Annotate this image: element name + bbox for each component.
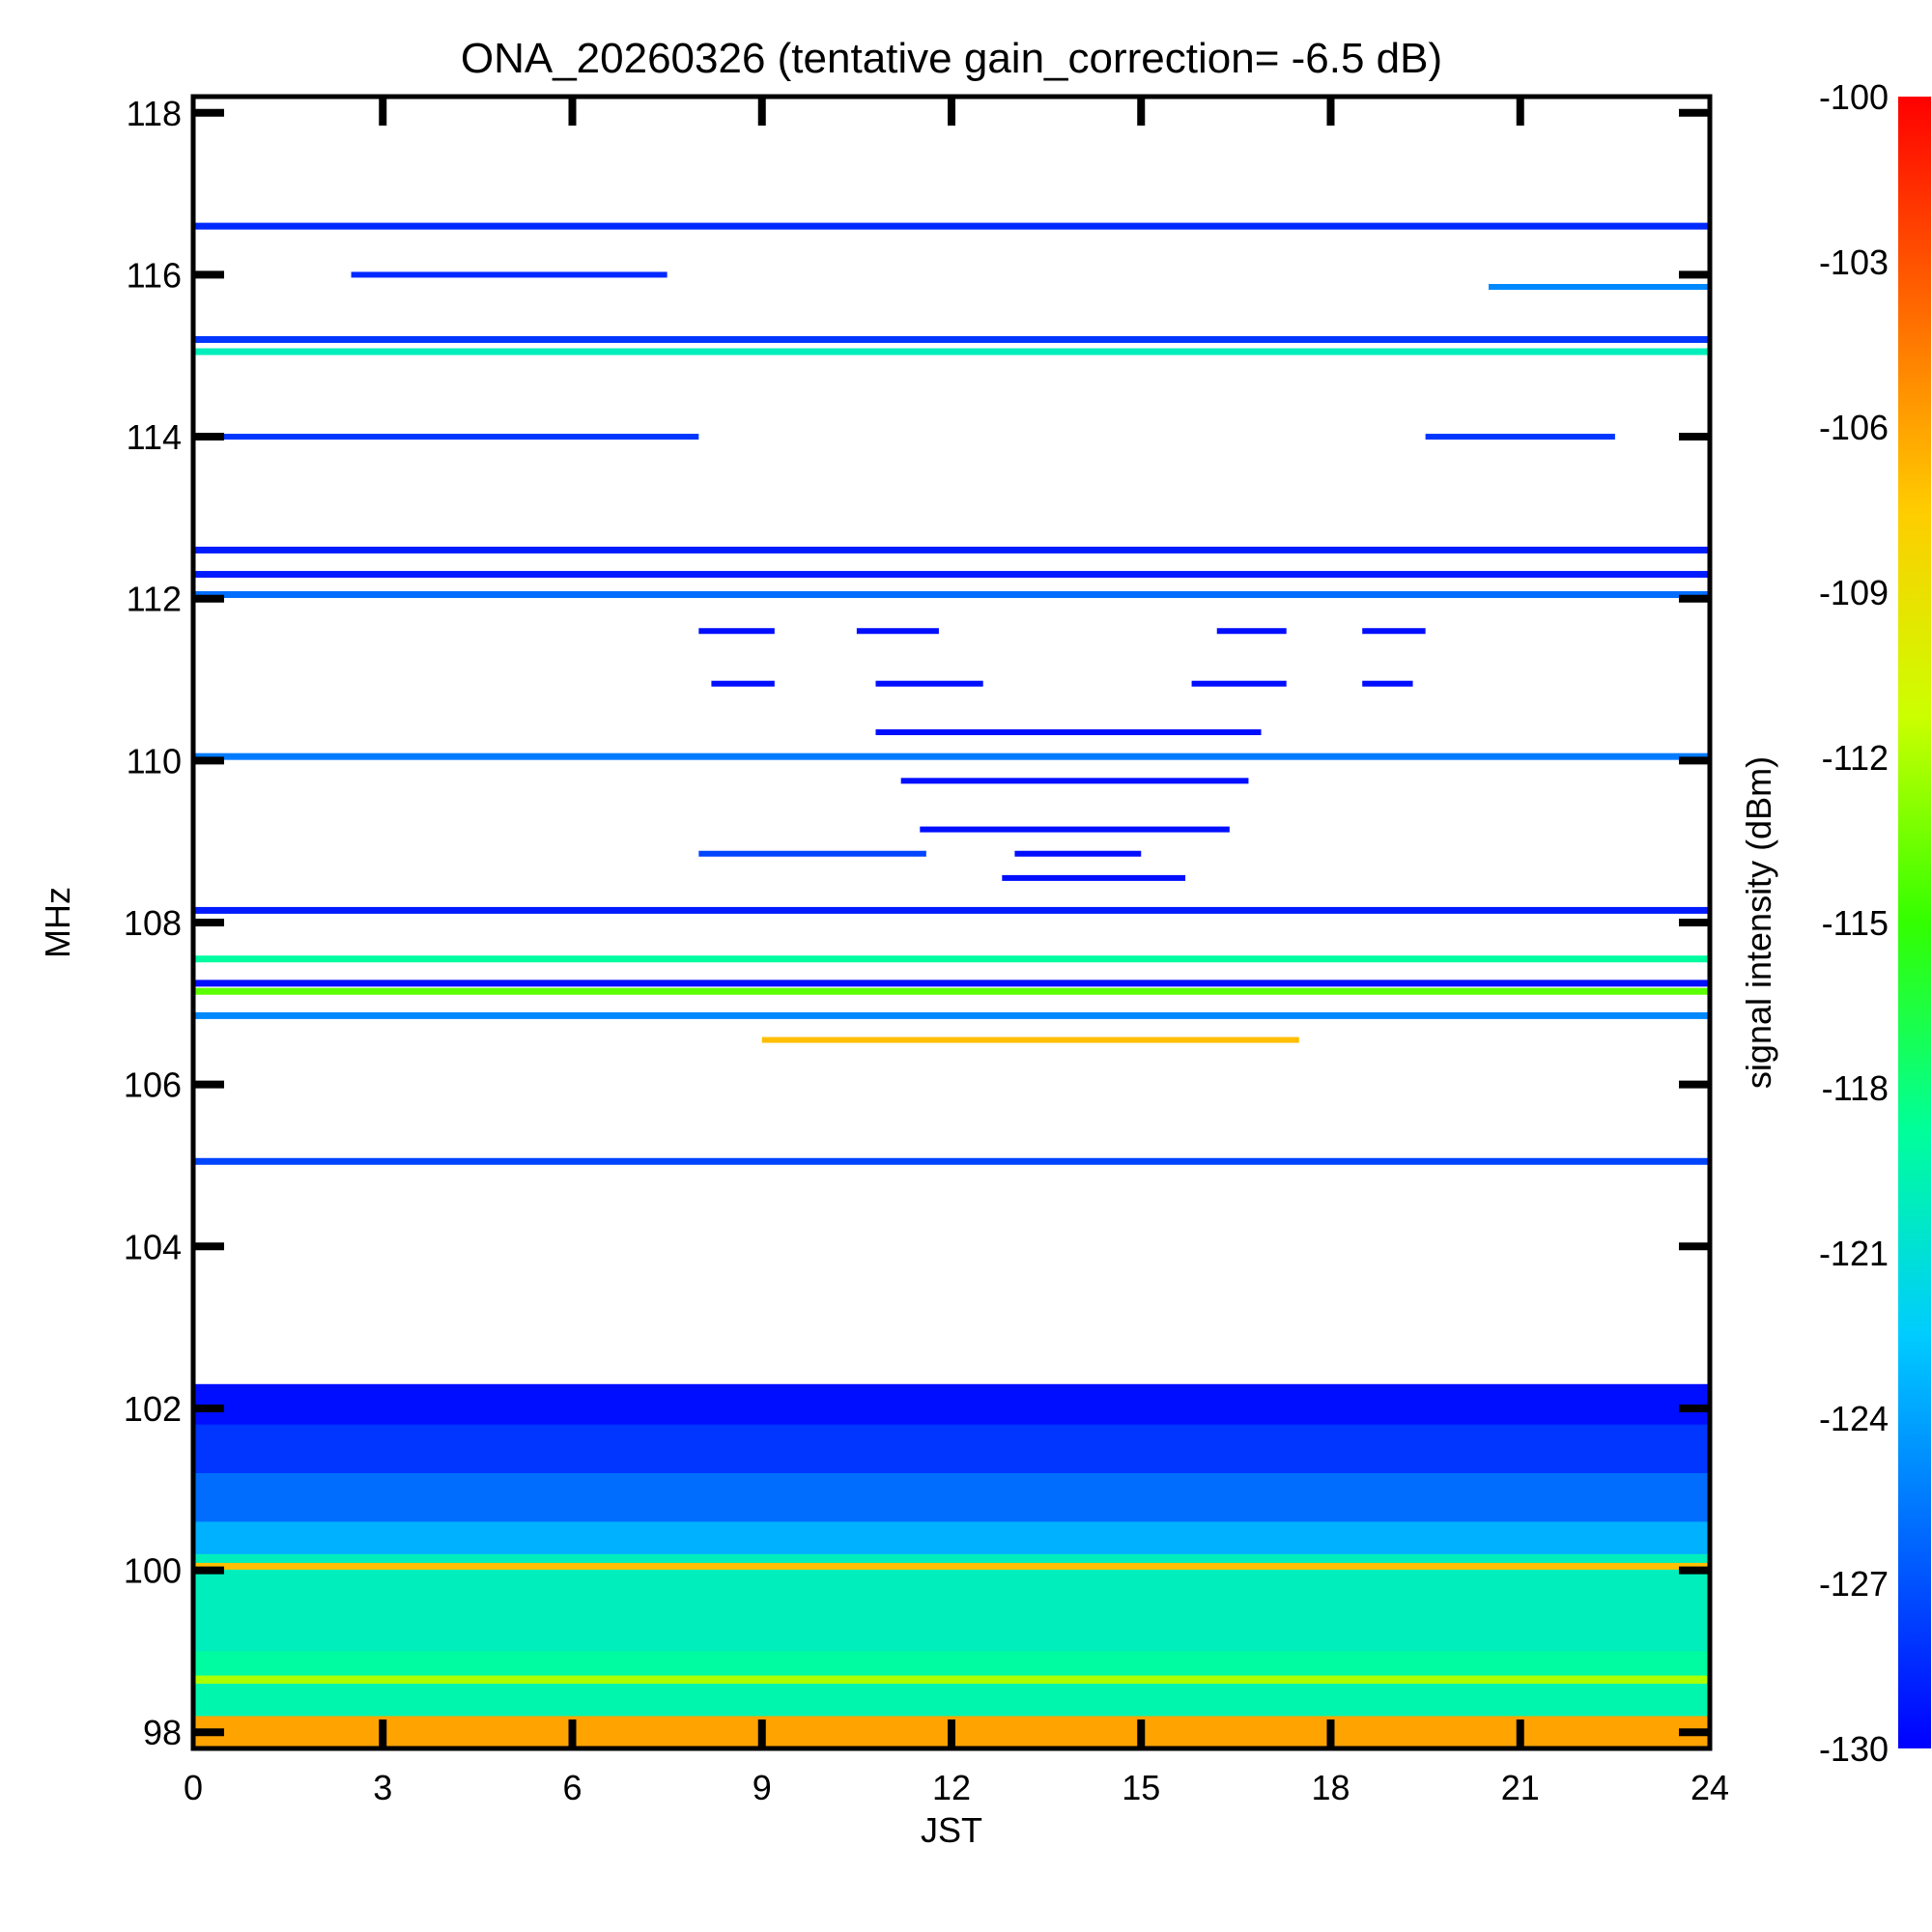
y-tick-label: 104 — [124, 1227, 182, 1266]
noise-floor-region — [193, 1651, 1710, 1677]
colorbar-tick-label: -106 — [1819, 408, 1889, 447]
signal-band — [193, 335, 1710, 343]
colorbar — [1898, 97, 1931, 1748]
signal-segment — [920, 826, 1230, 833]
colorbar-tick-label: -115 — [1822, 903, 1889, 943]
signal-segment — [1002, 874, 1186, 881]
signal-band — [193, 222, 1710, 230]
y-tick-label: 112 — [127, 580, 182, 619]
signal-band — [193, 955, 1710, 963]
x-tick-label: 6 — [562, 1768, 582, 1807]
signal-segment — [875, 729, 1262, 736]
signal-band — [193, 348, 1710, 355]
signal-segment — [875, 680, 983, 687]
plot-area — [193, 222, 1710, 1748]
signal-segment — [698, 850, 926, 857]
signal-band — [193, 1157, 1710, 1165]
x-tick-label: 21 — [1501, 1768, 1540, 1807]
noise-floor-region — [193, 1473, 1710, 1523]
signal-segment — [1362, 680, 1413, 687]
x-tick-label: 24 — [1690, 1768, 1729, 1807]
x-axis-label: JST — [921, 1810, 982, 1850]
x-tick-label: 3 — [373, 1768, 392, 1807]
x-axis: 0 3 6 9 12 15 18 21 24 — [184, 97, 1729, 1807]
colorbar-ticks: -100 -103 -106 -109 -112 -115 -118 -121 -124 -127… — [1819, 77, 1889, 1769]
signal-band — [193, 753, 1710, 760]
colorbar-tick-label: -109 — [1819, 573, 1889, 612]
y-tick-label: 108 — [124, 903, 182, 943]
noise-floor-region — [193, 1675, 1710, 1685]
signal-segment — [698, 628, 775, 635]
signal-band — [193, 980, 1710, 987]
signal-segment — [351, 271, 668, 278]
signal-band — [193, 1562, 1710, 1570]
y-axis: 98 100 102 104 106 108 110 112 114 116 118 — [124, 94, 1710, 1752]
signal-segment — [1489, 283, 1710, 290]
signal-band — [193, 906, 1710, 914]
signal-segment — [711, 680, 775, 687]
signal-segment — [1216, 628, 1287, 635]
signal-band — [193, 591, 1710, 599]
signal-band — [193, 987, 1710, 995]
y-axis-label: MHz — [38, 887, 77, 958]
colorbar-tick-label: -103 — [1819, 242, 1889, 282]
colorbar-tick-label: -121 — [1819, 1234, 1889, 1273]
colorbar-tick-label: -124 — [1819, 1399, 1889, 1438]
y-tick-label: 102 — [124, 1389, 182, 1429]
chart-title: ONA_20260326 (tentative gain_correction=… — [461, 35, 1442, 82]
signal-band — [193, 1011, 1710, 1019]
colorbar-tick-label: -118 — [1822, 1068, 1889, 1108]
noise-floor-region — [193, 1383, 1710, 1426]
noise-floor-region — [193, 1553, 1710, 1653]
x-tick-label: 18 — [1311, 1768, 1350, 1807]
signal-segment — [900, 778, 1249, 784]
y-tick-label: 110 — [127, 741, 182, 781]
colorbar-tick-label: -127 — [1819, 1564, 1889, 1604]
y-tick-label: 106 — [124, 1065, 182, 1105]
signal-segment — [1014, 850, 1142, 857]
colorbar-tick-label: -130 — [1819, 1729, 1889, 1769]
colorbar-tick-label: -100 — [1819, 77, 1889, 117]
signal-segment — [856, 628, 939, 635]
y-tick-label: 118 — [127, 94, 182, 133]
noise-floor-region — [193, 1683, 1710, 1718]
x-tick-label: 15 — [1122, 1768, 1160, 1807]
noise-floor-region — [193, 1424, 1710, 1474]
x-tick-label: 0 — [184, 1768, 203, 1807]
signal-segment — [1362, 628, 1426, 635]
signal-segment — [1191, 680, 1287, 687]
y-tick-label: 114 — [127, 417, 182, 457]
signal-band — [193, 546, 1710, 554]
signal-segment — [1425, 434, 1615, 440]
colorbar-label: signal intensity (dBm) — [1739, 756, 1778, 1089]
y-tick-label: 100 — [124, 1551, 182, 1591]
y-tick-label: 116 — [127, 255, 182, 295]
x-tick-label: 9 — [753, 1768, 772, 1807]
colorbar-tick-label: -112 — [1822, 738, 1889, 778]
signal-segment — [193, 434, 699, 440]
signal-segment — [761, 1037, 1299, 1043]
y-tick-label: 98 — [143, 1713, 182, 1752]
noise-floor-region — [193, 1521, 1710, 1555]
signal-band — [193, 571, 1710, 579]
x-tick-label: 12 — [932, 1768, 971, 1807]
